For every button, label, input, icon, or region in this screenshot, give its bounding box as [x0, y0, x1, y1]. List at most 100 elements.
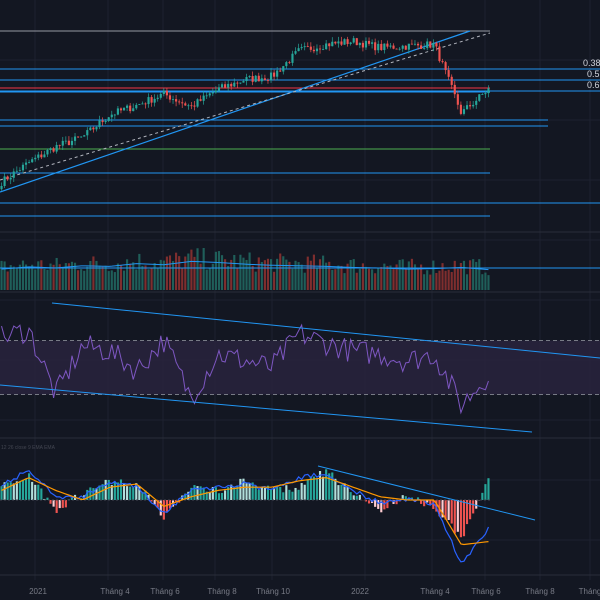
macd-histogram-bar: [423, 500, 426, 507]
volume-bar: [364, 266, 368, 290]
macd-histogram-bar: [205, 491, 208, 500]
volume-bar: [322, 255, 325, 290]
volume-bar: [309, 260, 312, 290]
macd-histogram-bar: [487, 478, 490, 500]
volume-bar: [389, 265, 392, 290]
candle-body: [73, 136, 77, 141]
volume-bar: [343, 273, 346, 290]
volume-bar: [435, 273, 438, 290]
candle-body: [432, 42, 435, 48]
volume-bar: [367, 268, 371, 290]
macd-histogram-bar: [3, 482, 6, 500]
volume-bar: [355, 272, 358, 290]
macd-histogram-bar: [55, 500, 58, 513]
volume-bar: [475, 261, 478, 290]
macd-histogram-bar: [187, 491, 190, 500]
volume-bar: [40, 260, 43, 290]
time-axis-tick-7: Tháng 6: [471, 587, 501, 596]
volume-bar: [453, 260, 456, 290]
candle-body: [334, 41, 337, 44]
time-axis-tick-9: Tháng: [579, 587, 600, 596]
candle-body: [104, 120, 107, 123]
candle-body: [184, 103, 187, 106]
volume-bar: [432, 260, 435, 290]
volume-bar: [441, 263, 444, 290]
macd-histogram-bar: [28, 473, 31, 500]
macd-histogram-bar: [337, 485, 340, 500]
volume-bar: [199, 263, 202, 290]
macd-histogram-bar: [190, 487, 193, 500]
candle-body: [58, 144, 61, 146]
volume-bar: [303, 272, 306, 290]
macd-histogram-bar: [444, 500, 447, 520]
macd-histogram-bar: [37, 484, 40, 500]
macd-histogram-bar: [416, 497, 420, 500]
macd-histogram-bar: [242, 478, 245, 500]
volume-bar: [251, 265, 254, 290]
macd-histogram-bar: [64, 500, 67, 508]
macd-histogram-bar: [312, 476, 315, 500]
volume-bar: [61, 268, 64, 290]
volume-bar: [254, 271, 257, 290]
macd-histogram-bar: [309, 476, 312, 500]
volume-bar: [129, 263, 132, 290]
macd-histogram-bar: [346, 486, 349, 500]
volume-bar: [273, 271, 276, 290]
volume-bar: [331, 269, 334, 290]
candle-body: [40, 154, 43, 158]
volume-bar: [334, 269, 337, 290]
volume-bar: [181, 268, 184, 290]
macd-histogram-bar: [70, 498, 74, 500]
candle-body: [12, 171, 15, 178]
candle-body: [86, 130, 89, 136]
macd-histogram-bar: [263, 487, 266, 500]
volume-bar: [220, 255, 224, 290]
volume-bar: [266, 258, 270, 290]
volume-bar: [392, 267, 395, 290]
volume-bar: [462, 260, 466, 290]
candle-body: [282, 66, 285, 72]
volume-bar: [107, 271, 110, 290]
volume-bar: [135, 269, 138, 290]
candle-body: [190, 105, 193, 107]
macd-histogram-bar: [217, 493, 221, 500]
candle-body: [18, 170, 21, 172]
volume-bar: [315, 267, 319, 290]
volume-bar: [377, 268, 380, 290]
volume-bar: [487, 275, 490, 290]
candle-body: [132, 108, 135, 112]
candle-body: [37, 154, 40, 158]
volume-bar: [6, 271, 9, 290]
volume-bar: [469, 260, 472, 290]
macd-histogram-bar: [150, 500, 153, 502]
macd-histogram-bar: [447, 500, 450, 521]
candle-body: [61, 140, 64, 146]
volume-bar: [224, 259, 227, 290]
macd-histogram-bar: [153, 500, 156, 505]
volume-bar: [43, 268, 46, 290]
candle-body: [355, 38, 358, 46]
macd-histogram-bar: [175, 500, 178, 502]
candle-body: [233, 82, 236, 87]
volume-bar: [46, 269, 49, 290]
candle-body: [438, 46, 441, 62]
trendlines: [0, 30, 491, 193]
macd-histogram-bar: [266, 485, 270, 500]
time-axis-tick-1: Tháng 4: [100, 587, 130, 596]
volume-bar: [193, 256, 196, 290]
volume-bar: [404, 267, 407, 290]
macd-histogram-bar: [450, 500, 453, 524]
volume-bar: [349, 259, 352, 290]
candle-body: [398, 48, 401, 50]
macd-histogram-bar: [279, 486, 282, 500]
candle-body: [429, 41, 432, 48]
candle-body: [138, 104, 141, 105]
candle-body: [144, 103, 147, 105]
volume-bar: [227, 266, 230, 290]
volume-bar: [92, 256, 95, 290]
macd-histogram-bar: [208, 491, 211, 500]
macd-histogram-bar: [291, 491, 294, 500]
macd-histogram-bar: [162, 500, 165, 520]
